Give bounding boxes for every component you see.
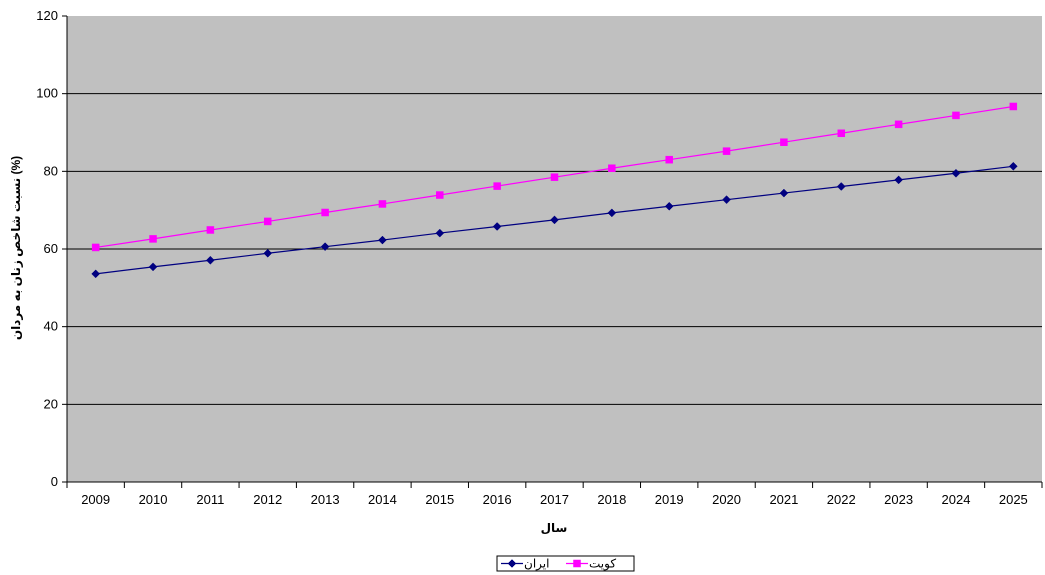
- data-point: [148, 262, 158, 272]
- data-point: [722, 147, 731, 155]
- data-point: [665, 155, 673, 164]
- data-point: [894, 120, 903, 129]
- data-point: [952, 111, 960, 120]
- data-point: [436, 191, 444, 199]
- data-point: [779, 188, 789, 198]
- data-point: [1008, 161, 1018, 171]
- y-tick-label: 60: [44, 241, 58, 256]
- data-point: [206, 226, 215, 234]
- x-axis-ticks: 2009 2010 2011 2012 2013 2014 2015 2016 2017 2018…: [66, 482, 1043, 507]
- x-tick-label: 2015: [425, 492, 454, 507]
- y-tick-label: 120: [36, 8, 58, 23]
- y-tick-label: 80: [44, 163, 58, 178]
- plot-area: [66, 16, 1042, 483]
- data-point: [951, 168, 961, 178]
- data-point: [263, 248, 273, 258]
- data-point: [149, 235, 157, 243]
- x-tick-label: 2024: [942, 492, 971, 507]
- data-point: [378, 200, 387, 208]
- y-axis-title: نسبت شاخص زنان به مردان (%): [9, 156, 23, 340]
- x-tick-label: 2025: [999, 492, 1028, 507]
- data-point: [607, 208, 617, 218]
- data-point: [91, 269, 101, 279]
- x-tick-label: 2010: [139, 492, 168, 507]
- data-point: [206, 255, 215, 265]
- x-axis-title: سال: [541, 521, 568, 535]
- data-point: [435, 228, 445, 238]
- series-layer: [91, 102, 1018, 279]
- x-tick-label: 2013: [311, 492, 340, 507]
- data-point: [722, 195, 731, 205]
- series-kuwait: [91, 102, 1018, 252]
- x-tick-label: 2019: [655, 492, 684, 507]
- y-tick-label: 0: [51, 474, 58, 489]
- data-point: [263, 217, 272, 226]
- x-tick-label: 2020: [712, 492, 741, 507]
- legend-marker: [573, 559, 581, 568]
- legend-label: کویت: [589, 557, 616, 572]
- legend-marker: [507, 559, 517, 568]
- legend-box: [496, 555, 635, 572]
- x-tick-label: 2018: [597, 492, 626, 507]
- data-point: [492, 222, 502, 231]
- y-tick-label: 20: [44, 396, 58, 411]
- data-point: [1009, 102, 1018, 111]
- data-point: [321, 208, 329, 217]
- data-point: [837, 129, 846, 138]
- data-point: [493, 182, 501, 190]
- x-tick-label: 2016: [483, 492, 512, 507]
- x-tick-label: 2017: [540, 492, 569, 507]
- data-point: [320, 242, 330, 252]
- x-tick-label: 2011: [196, 492, 224, 507]
- x-tick-label: 2021: [769, 492, 798, 507]
- data-point: [378, 235, 387, 245]
- data-point: [894, 175, 903, 185]
- data-point: [664, 201, 674, 211]
- x-tick-label: 2022: [827, 492, 856, 507]
- y-axis-ticks: 0 20 40 60 80 100 120: [36, 8, 67, 489]
- data-point: [608, 164, 616, 172]
- x-tick-label: 2014: [368, 492, 397, 507]
- legend: ایران کویت: [496, 555, 635, 572]
- x-tick-label: 2009: [81, 492, 110, 507]
- x-tick-label: 2023: [884, 492, 913, 507]
- data-point: [780, 138, 788, 146]
- data-point: [550, 215, 559, 225]
- data-point: [550, 173, 559, 181]
- series-iran: [91, 161, 1018, 279]
- data-point: [91, 243, 100, 252]
- y-tick-label: 40: [44, 319, 58, 334]
- legend-label: ایران: [524, 557, 549, 572]
- x-tick-label: 2012: [253, 492, 282, 507]
- data-point: [836, 182, 846, 191]
- y-tick-label: 100: [36, 86, 58, 101]
